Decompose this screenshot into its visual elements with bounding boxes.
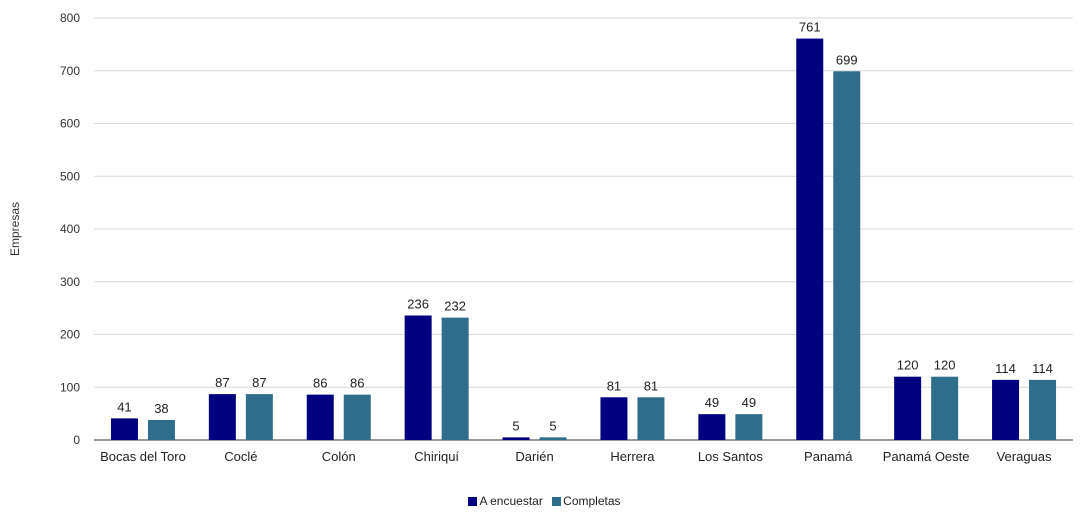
bar-a-encuestar-panama <box>796 38 824 440</box>
legend-label-completas: Completas <box>563 494 621 508</box>
bar-completas-chiriqui <box>441 317 469 440</box>
data-label-completas-herrera: 81 <box>644 378 658 393</box>
bar-chart: 0 100 200 300 400 500 600 700 800 Empresas 41 38 8… <box>8 11 1073 464</box>
data-label-completas-panama: 699 <box>836 52 858 67</box>
data-label-completas-veraguas: 114 <box>1032 361 1053 376</box>
data-label-a-encuestar-bocas-del-toro: 41 <box>117 399 131 414</box>
x-tick-label-panama: Panamá <box>804 449 853 464</box>
data-label-a-encuestar-veraguas: 114 <box>995 361 1016 376</box>
y-tick-label-600: 600 <box>60 117 80 131</box>
y-tick-label-500: 500 <box>60 169 80 183</box>
data-label-a-encuestar-darien: 5 <box>512 418 519 433</box>
x-tick-label-chiriqui: Chiriquí <box>414 449 459 464</box>
bar-completas-cocle <box>245 394 273 440</box>
y-axis-label: Empresas <box>8 202 22 256</box>
x-tick-label-herrera: Herrera <box>610 449 655 464</box>
bar-completas-herrera <box>637 397 665 440</box>
legend: A encuestar Completas <box>0 494 1089 509</box>
data-label-a-encuestar-chiriqui: 236 <box>407 297 429 312</box>
data-label-a-encuestar-los-santos: 49 <box>705 395 719 410</box>
bar-a-encuestar-panama-oeste <box>894 376 922 440</box>
data-label-completas-bocas-del-toro: 38 <box>154 401 168 416</box>
data-label-a-encuestar-panama: 761 <box>799 20 821 35</box>
y-tick-label-300: 300 <box>60 275 80 289</box>
y-tick-label-400: 400 <box>60 222 80 236</box>
data-label-a-encuestar-colon: 86 <box>313 376 327 391</box>
data-label-completas-colon: 86 <box>350 376 364 391</box>
bar-completas-darien <box>539 437 567 440</box>
x-tick-label-colon: Colón <box>322 449 356 464</box>
bar-a-encuestar-cocle <box>208 394 236 440</box>
bar-completas-panama <box>833 71 861 440</box>
y-tick-label-0: 0 <box>73 433 80 447</box>
bar-a-encuestar-los-santos <box>698 414 726 440</box>
legend-item-a-encuestar: A encuestar <box>468 494 543 508</box>
x-tick-label-los-santos: Los Santos <box>698 449 764 464</box>
bar-a-encuestar-veraguas <box>992 379 1020 440</box>
bar-a-encuestar-darien <box>502 437 530 440</box>
bar-completas-veraguas <box>1029 379 1057 440</box>
bar-a-encuestar-bocas-del-toro <box>110 418 138 440</box>
data-label-a-encuestar-herrera: 81 <box>607 378 621 393</box>
y-axis-ticks: 0 100 200 300 400 500 600 700 800 <box>60 11 80 447</box>
y-tick-label-700: 700 <box>60 64 80 78</box>
bar-a-encuestar-colon <box>306 394 334 440</box>
y-tick-label-200: 200 <box>60 328 80 342</box>
legend-item-completas: Completas <box>552 494 621 508</box>
bar-completas-bocas-del-toro <box>147 419 175 440</box>
x-axis-ticks: Bocas del Toro Coclé Colón Chiriquí Darién He… <box>100 449 1052 464</box>
legend-swatch-completas <box>552 496 562 506</box>
data-label-a-encuestar-cocle: 87 <box>215 375 229 390</box>
data-label-completas-darien: 5 <box>549 418 556 433</box>
data-label-completas-los-santos: 49 <box>742 395 756 410</box>
data-label-completas-chiriqui: 232 <box>444 299 466 314</box>
gridlines <box>94 17 1073 441</box>
x-tick-label-cocle: Coclé <box>224 449 257 464</box>
bars <box>110 38 1057 440</box>
bar-completas-panama-oeste <box>931 376 959 440</box>
legend-swatch-a-encuestar <box>468 496 478 506</box>
y-tick-label-800: 800 <box>60 11 80 25</box>
bar-completas-colon <box>343 394 371 440</box>
x-tick-label-bocas-del-toro: Bocas del Toro <box>100 449 186 464</box>
bar-a-encuestar-chiriqui <box>404 315 432 440</box>
bar-a-encuestar-herrera <box>600 397 628 440</box>
data-label-completas-cocle: 87 <box>252 375 266 390</box>
x-tick-label-darien: Darién <box>515 449 553 464</box>
y-tick-label-100: 100 <box>60 380 80 394</box>
data-labels: 41 38 87 87 86 86 236 232 5 5 81 81 49 49 761 699 120 120… <box>117 20 1053 434</box>
x-tick-label-veraguas: Veraguas <box>997 449 1052 464</box>
x-tick-label-panama-oeste: Panamá Oeste <box>883 449 970 464</box>
data-label-a-encuestar-panama-oeste: 120 <box>897 358 919 373</box>
bar-completas-los-santos <box>735 414 763 440</box>
legend-label-a-encuestar: A encuestar <box>479 494 543 508</box>
data-label-completas-panama-oeste: 120 <box>934 358 956 373</box>
